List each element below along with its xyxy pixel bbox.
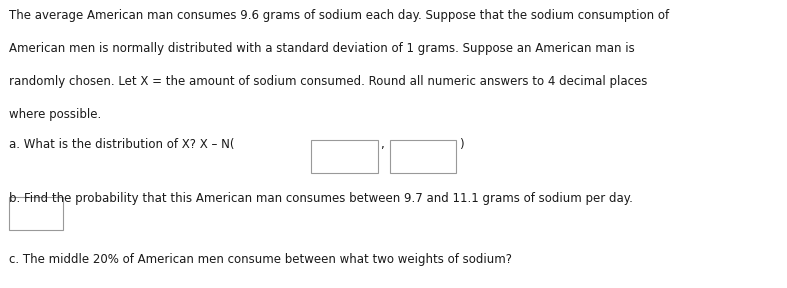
- Text: ,: ,: [380, 138, 384, 151]
- Text: The average American man consumes 9.6 grams of sodium each day. Suppose that the: The average American man consumes 9.6 gr…: [9, 9, 670, 22]
- Text: c. The middle 20% of American men consume between what two weights of sodium?: c. The middle 20% of American men consum…: [9, 253, 512, 266]
- FancyBboxPatch shape: [390, 140, 456, 173]
- Text: where possible.: where possible.: [9, 108, 102, 121]
- FancyBboxPatch shape: [311, 140, 378, 173]
- Text: American men is normally distributed with a standard deviation of 1 grams. Suppo: American men is normally distributed wit…: [9, 42, 635, 55]
- Text: ): ): [459, 138, 464, 151]
- Text: a. What is the distribution of X? X – N(: a. What is the distribution of X? X – N(: [9, 138, 235, 151]
- Text: b. Find the probability that this American man consumes between 9.7 and 11.1 gra: b. Find the probability that this Americ…: [9, 192, 634, 204]
- FancyBboxPatch shape: [9, 197, 63, 230]
- Text: randomly chosen. Let X = the amount of sodium consumed. Round all numeric answer: randomly chosen. Let X = the amount of s…: [9, 75, 648, 88]
